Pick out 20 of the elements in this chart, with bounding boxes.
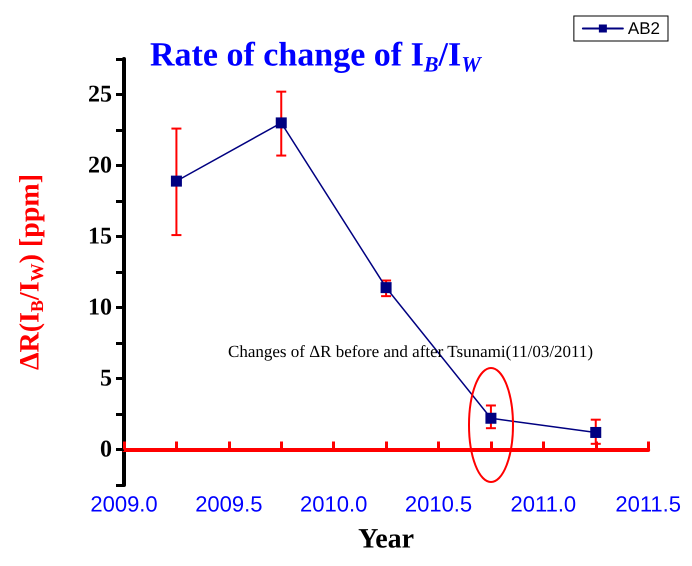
x-tick-label: 2009.5: [195, 492, 262, 516]
y-tick-label: 5: [100, 366, 112, 392]
point: [380, 282, 392, 294]
point: [170, 176, 182, 187]
y-tick-label: 20: [88, 152, 112, 178]
y-tick-label: 25: [88, 82, 112, 108]
point: [485, 412, 496, 424]
x-axis-title: Year: [358, 524, 414, 554]
x-tick-label: 2009.0: [90, 492, 158, 516]
point: [590, 426, 602, 438]
y-tick-label: 10: [88, 294, 112, 320]
x-tick-label: 2010.0: [300, 492, 368, 516]
x-tick-label: 2010.5: [404, 492, 472, 516]
legend-label: AB2: [628, 19, 660, 38]
y-tick-label: 15: [88, 224, 112, 250]
y-axis-title: ΔR(IB/IW) [ppm]: [14, 174, 47, 370]
x-tick-label: 2011.0: [510, 492, 576, 516]
point: [276, 117, 287, 128]
x-tick-label: 2011.5: [615, 492, 681, 516]
y-tick-label: 0: [100, 436, 112, 462]
